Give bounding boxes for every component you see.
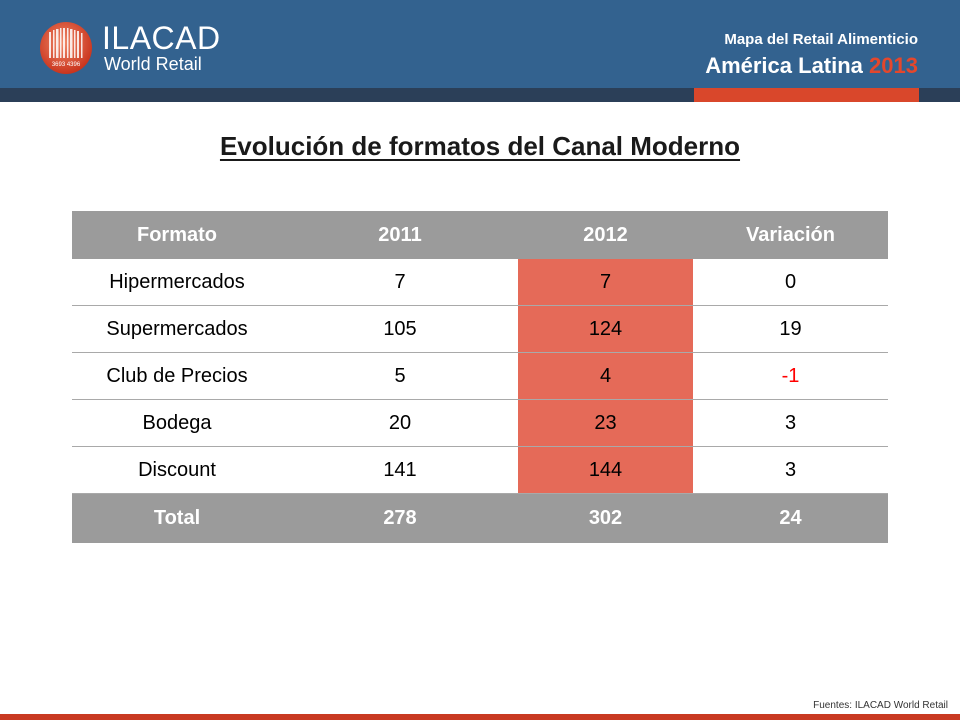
svg-text:3693 4396: 3693 4396 [52, 62, 81, 68]
formats-table: Formato 2011 2012 Variación Hipermercado… [72, 211, 888, 543]
value-2011-cell: 5 [394, 364, 406, 387]
total-variacion-cell: 24 [779, 507, 802, 529]
column-header: Formato [137, 223, 217, 246]
logo-subtitle: World Retail [104, 54, 202, 74]
value-2012-cell: 7 [518, 259, 693, 305]
variacion-cell: 3 [784, 411, 797, 434]
formato-cell: Hipermercados [109, 270, 245, 293]
header-subtitle: América Latina 2013 [705, 53, 918, 79]
value-2011-cell: 105 [383, 317, 417, 340]
value-2012-cell: 144 [518, 447, 693, 493]
column-header: 2012 [583, 223, 628, 246]
table-row: Supermercados 105 124 19 [72, 306, 888, 353]
source-note: Fuentes: ILACAD World Retail [813, 700, 948, 711]
header-accent-bar [694, 88, 919, 102]
header-region: América Latina [705, 53, 863, 78]
table-row: Club de Precios 5 4 -1 [72, 353, 888, 400]
value-2011-cell: 7 [394, 270, 406, 293]
variacion-cell: -1 [781, 364, 800, 387]
value-2012-cell: 124 [518, 306, 693, 352]
header-band: 3693 4396 ILACAD World Retail Mapa del R… [0, 0, 960, 88]
footer-bar [0, 714, 960, 720]
variacion-cell: 19 [779, 317, 802, 340]
header-title: Mapa del Retail Alimenticio [724, 31, 918, 48]
column-header: 2011 [378, 223, 422, 246]
formato-cell: Discount [138, 458, 216, 481]
table-row: Discount 141 144 3 [72, 447, 888, 494]
table-total-row: Total 278 302 24 [72, 494, 888, 543]
formato-cell: Club de Precios [106, 364, 248, 387]
total-2011-cell: 278 [383, 507, 417, 529]
total-label-cell: Total [153, 507, 201, 529]
ilacad-logo-icon: 3693 4396 [40, 22, 92, 74]
logo-name: ILACAD [102, 20, 221, 56]
ilacad-logo[interactable]: 3693 4396 ILACAD World Retail [38, 18, 258, 78]
value-2012-cell: 4 [518, 353, 693, 399]
page-title: Evolución de formatos del Canal Moderno [219, 131, 741, 161]
variacion-cell: 3 [784, 458, 797, 481]
column-header: Variación [746, 223, 835, 246]
table-header-row: Formato 2011 2012 Variación [72, 211, 888, 259]
value-2011-cell: 141 [383, 458, 417, 481]
formato-cell: Supermercados [106, 317, 248, 340]
value-2011-cell: 20 [388, 411, 412, 434]
formato-cell: Bodega [142, 411, 212, 434]
header-year: 2013 [869, 53, 918, 78]
value-2012-cell: 23 [518, 400, 693, 446]
table-row: Bodega 20 23 3 [72, 400, 888, 447]
table-row: Hipermercados 7 7 0 [72, 259, 888, 306]
variacion-cell: 0 [784, 270, 797, 293]
total-2012-cell: 302 [588, 507, 623, 529]
